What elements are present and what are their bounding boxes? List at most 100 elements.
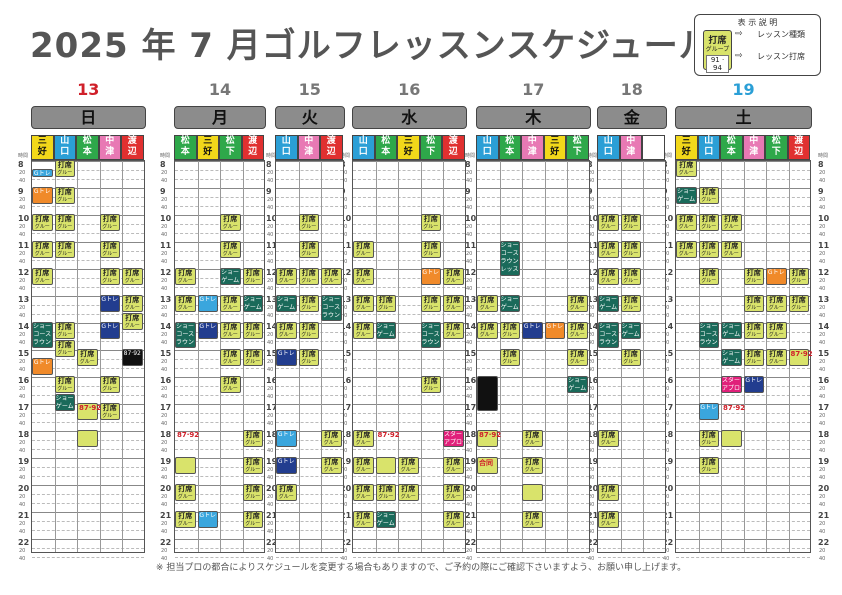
lesson-block[interactable]: 打席グループ83-87 (54, 187, 75, 204)
lesson-block[interactable]: 打席グループ40-43 (788, 295, 809, 312)
lesson-block[interactable]: 打席グループ40-43 (122, 313, 143, 330)
lesson-block[interactable]: Gトレ (420, 268, 441, 285)
lesson-block[interactable]: 打席グループ89-92 (567, 295, 588, 312)
lesson-block[interactable]: 打席グループ79-82 (522, 430, 543, 447)
lesson-block[interactable]: 打席グループ89-92 (220, 349, 241, 366)
lesson-block[interactable]: 打席グループ89-92 (420, 241, 441, 258)
lesson-block[interactable]: 打席グループ45-48 (477, 295, 498, 312)
lesson-block[interactable]: 打席グループ83-87 (54, 214, 75, 231)
lesson-block[interactable]: 打席グループ83-87 (698, 214, 719, 231)
lesson-block[interactable] (477, 457, 498, 474)
lesson-block[interactable]: Gトレ (743, 376, 764, 393)
lesson-block[interactable]: ショート ゲーム (54, 394, 75, 411)
lesson-block[interactable]: ショート ゲーム (721, 322, 742, 339)
lesson-block[interactable] (175, 457, 196, 474)
lesson-block[interactable]: 打席グループ81-84 (242, 268, 263, 285)
lesson-block[interactable]: 打席グループ88-92 (676, 214, 697, 231)
lesson-block[interactable] (77, 403, 98, 420)
lesson-block[interactable] (788, 349, 809, 366)
lesson-block[interactable]: 打席グループ83-87 (54, 160, 75, 177)
lesson-block[interactable]: ショート コース ラウンド レッスン (175, 322, 196, 348)
lesson-block[interactable]: 打席グループ45-48 (353, 241, 374, 258)
lesson-block[interactable]: 打席グループ78-82 (99, 268, 120, 285)
lesson-block[interactable]: ショート コース ラウンド レッスン (321, 295, 342, 321)
lesson-block[interactable]: 打席グループ85-88 (499, 322, 520, 339)
lesson-block[interactable]: 打席グループ45-48 (443, 457, 464, 474)
lesson-block[interactable]: 打席グループ45-48 (353, 295, 374, 312)
lesson-block[interactable]: ショート ゲーム (375, 322, 396, 339)
lesson-block[interactable] (522, 484, 543, 501)
lesson-block[interactable]: 打席グループ40-43 (122, 295, 143, 312)
lesson-block[interactable]: 打席グループ45-48 (276, 484, 297, 501)
lesson-block[interactable]: 打席グループ89-92 (298, 322, 319, 339)
lesson-block[interactable]: 打席グループ82-86 (698, 457, 719, 474)
lesson-block[interactable]: 打席グループ89-92 (420, 376, 441, 393)
lesson-block[interactable]: 打席グループ79-82 (398, 457, 419, 474)
lesson-block[interactable]: 打席グループ78-82 (721, 241, 742, 258)
lesson-block[interactable]: 打席グループ45-48 (598, 484, 619, 501)
lesson-block[interactable]: 打席グループ45-48 (353, 268, 374, 285)
lesson-block[interactable]: 打席グループ83-86 (353, 484, 374, 501)
lesson-block[interactable]: Gトレ (32, 358, 53, 375)
lesson-block[interactable]: Gトレ (197, 295, 218, 312)
lesson-block[interactable]: ショート ゲーム (676, 187, 697, 204)
lesson-block[interactable]: Gトレ (32, 187, 53, 204)
lesson-block[interactable]: 打席グループ89-92 (298, 295, 319, 312)
lesson-block[interactable]: 打席グループ82-86 (698, 430, 719, 447)
lesson-block[interactable]: ショート ゲーム (276, 295, 297, 312)
lesson-block[interactable]: Gトレ (99, 295, 120, 312)
lesson-block[interactable]: 打席グループ77-81 (54, 376, 75, 393)
lesson-block[interactable]: 打席グループ89-92 (375, 484, 396, 501)
lesson-block[interactable]: 打席グループ83-87 (698, 241, 719, 258)
lesson-block[interactable]: 打席グループ89-92 (567, 322, 588, 339)
lesson-block[interactable]: Gトレ (276, 457, 297, 474)
lesson-block[interactable]: 打席グループ89-92 (298, 268, 319, 285)
lesson-block[interactable] (477, 430, 498, 447)
lesson-block[interactable]: 打席グループ89-92 (375, 295, 396, 312)
lesson-block[interactable]: 打席グループ81-84 (321, 268, 342, 285)
lesson-block[interactable]: 打席グループ45-48 (443, 484, 464, 501)
lesson-block[interactable]: 打席グループ83-87 (698, 187, 719, 204)
lesson-block[interactable]: 打席グループ88-92 (32, 268, 53, 285)
lesson-block[interactable]: 打席グループ88-92 (676, 241, 697, 258)
lesson-block[interactable]: 打席グループ89-92 (220, 376, 241, 393)
lesson-block[interactable]: 打席グループ83-87 (698, 268, 719, 285)
lesson-block[interactable]: Gトレ (522, 322, 543, 339)
lesson-block[interactable]: 打席グループ45-48 (443, 511, 464, 528)
lesson-block[interactable]: 打席グループ45-48 (598, 511, 619, 528)
lesson-block[interactable]: 打席グループ81-84 (242, 484, 263, 501)
lesson-block[interactable]: 打席グループ89-92 (620, 349, 641, 366)
lesson-block[interactable]: ショート コース ラウンド レッスン (598, 322, 619, 348)
lesson-block[interactable]: 打席グループ89-92 (420, 295, 441, 312)
lesson-block[interactable]: 打席グループ82-86 (99, 403, 120, 420)
lesson-block[interactable]: ショート ゲーム (598, 295, 619, 312)
lesson-block[interactable]: 打席グループ81-84 (443, 322, 464, 339)
lesson-block[interactable]: Gトレ (544, 322, 565, 339)
lesson-block[interactable]: 打席グループ89-92 (298, 214, 319, 231)
lesson-block[interactable]: 打席グループ79-82 (522, 511, 543, 528)
lesson-block[interactable]: 打席グループ78-82 (721, 214, 742, 231)
lesson-block[interactable]: Gトレ (276, 430, 297, 447)
lesson-block[interactable]: 打席グループ81-84 (242, 430, 263, 447)
lesson-block[interactable]: スタート アプローチ (443, 430, 464, 447)
lesson-block[interactable] (477, 376, 498, 411)
lesson-block[interactable]: 打席グループ45-48 (598, 430, 619, 447)
lesson-block[interactable]: 打席グループ89-92 (567, 349, 588, 366)
lesson-block[interactable]: ショート コース ラウンド レッスン (698, 322, 719, 348)
lesson-block[interactable]: 打席グループ78-82 (99, 214, 120, 231)
lesson-block[interactable]: 打席グループ83-87 (54, 241, 75, 258)
lesson-block[interactable]: 打席グループ88-92 (32, 214, 53, 231)
lesson-block[interactable]: 打席グループ45-48 (175, 484, 196, 501)
lesson-block[interactable]: 打席グループ45-48 (353, 322, 374, 339)
lesson-block[interactable]: 打席グループ45-48 (175, 295, 196, 312)
lesson-block[interactable]: ショート コース ラウンド レッスン (32, 322, 53, 348)
lesson-block[interactable]: Gトレ (99, 322, 120, 339)
lesson-block[interactable]: 打席グループ83-86 (353, 511, 374, 528)
lesson-block[interactable]: ショート ゲーム (499, 295, 520, 312)
lesson-block[interactable]: 打席グループ81-84 (242, 322, 263, 339)
lesson-block[interactable]: 打席グループ89-92 (220, 295, 241, 312)
lesson-block[interactable]: 打席グループ45-48 (598, 268, 619, 285)
lesson-block[interactable]: 打席グループ89-92 (620, 241, 641, 258)
lesson-block[interactable]: 打席グループ45-48 (175, 511, 196, 528)
lesson-block[interactable]: 打席グループ77-81 (77, 349, 98, 366)
